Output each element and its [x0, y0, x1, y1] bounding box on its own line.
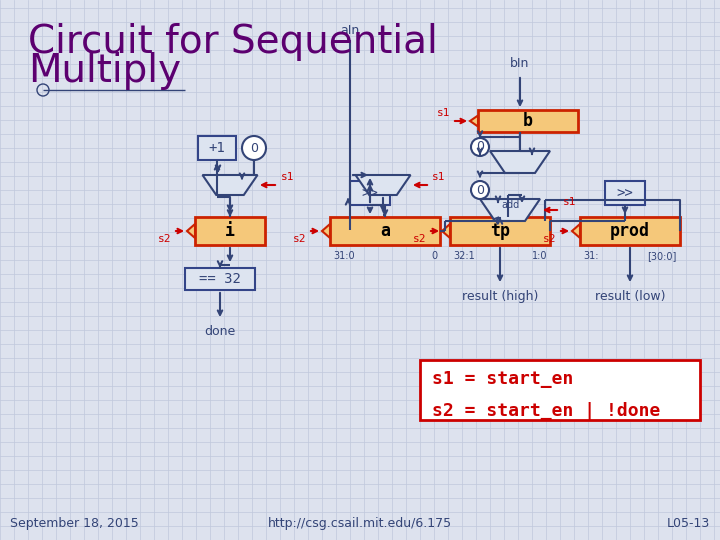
- Circle shape: [242, 136, 266, 160]
- Text: add: add: [501, 200, 519, 210]
- Text: 0: 0: [476, 140, 484, 153]
- Text: s1: s1: [436, 108, 450, 118]
- Text: >>: >>: [361, 186, 379, 200]
- Polygon shape: [322, 224, 330, 238]
- Polygon shape: [572, 224, 580, 238]
- Text: s2: s2: [542, 234, 556, 244]
- Bar: [450, 217, 550, 245]
- Text: a: a: [380, 222, 390, 240]
- Text: 0: 0: [431, 251, 437, 261]
- Bar: [605, 181, 645, 205]
- Circle shape: [471, 138, 489, 156]
- Bar: [478, 110, 578, 132]
- Text: s1 = start_en: s1 = start_en: [432, 370, 573, 388]
- Text: aIn: aIn: [341, 24, 359, 37]
- Text: [30:0]: [30:0]: [647, 251, 677, 261]
- Text: bIn: bIn: [510, 57, 530, 70]
- Text: s2: s2: [413, 234, 426, 244]
- Text: 31:: 31:: [583, 251, 598, 261]
- Text: s1: s1: [432, 172, 446, 182]
- Text: result (high): result (high): [462, 290, 538, 303]
- Text: 0: 0: [476, 184, 484, 197]
- Polygon shape: [356, 175, 410, 195]
- Polygon shape: [480, 199, 540, 221]
- Text: tp: tp: [490, 222, 510, 240]
- Text: Circuit for Sequential: Circuit for Sequential: [28, 23, 438, 61]
- Polygon shape: [490, 151, 550, 173]
- Bar: [330, 217, 440, 245]
- Text: == 32: == 32: [199, 272, 241, 286]
- Text: +1: +1: [209, 141, 225, 155]
- Bar: [198, 136, 236, 160]
- Text: s2 = start_en | !done: s2 = start_en | !done: [432, 402, 660, 420]
- Polygon shape: [470, 116, 478, 126]
- Text: L05-13: L05-13: [667, 517, 710, 530]
- Text: >>: >>: [616, 186, 634, 200]
- Text: http://csg.csail.mit.edu/6.175: http://csg.csail.mit.edu/6.175: [268, 517, 452, 530]
- Text: s2: s2: [292, 234, 306, 244]
- Text: i: i: [225, 222, 235, 240]
- Text: prod: prod: [610, 222, 650, 240]
- Text: result (low): result (low): [595, 290, 665, 303]
- Text: done: done: [204, 325, 235, 338]
- Bar: [580, 217, 680, 245]
- Bar: [185, 268, 255, 290]
- Bar: [420, 360, 700, 420]
- Text: 1:0: 1:0: [531, 251, 547, 261]
- Text: Multiply: Multiply: [28, 52, 181, 90]
- Text: s2: s2: [158, 234, 171, 244]
- Bar: [195, 217, 265, 245]
- Text: September 18, 2015: September 18, 2015: [10, 517, 139, 530]
- Text: 31:0: 31:0: [333, 251, 355, 261]
- Polygon shape: [202, 175, 258, 195]
- Circle shape: [471, 181, 489, 199]
- Text: s1: s1: [281, 172, 294, 182]
- Text: b: b: [523, 112, 533, 130]
- Text: s1: s1: [563, 197, 577, 207]
- Text: 0: 0: [250, 141, 258, 154]
- Polygon shape: [442, 224, 450, 238]
- Bar: [350, 181, 390, 205]
- Text: 32:1: 32:1: [453, 251, 474, 261]
- Polygon shape: [187, 224, 195, 238]
